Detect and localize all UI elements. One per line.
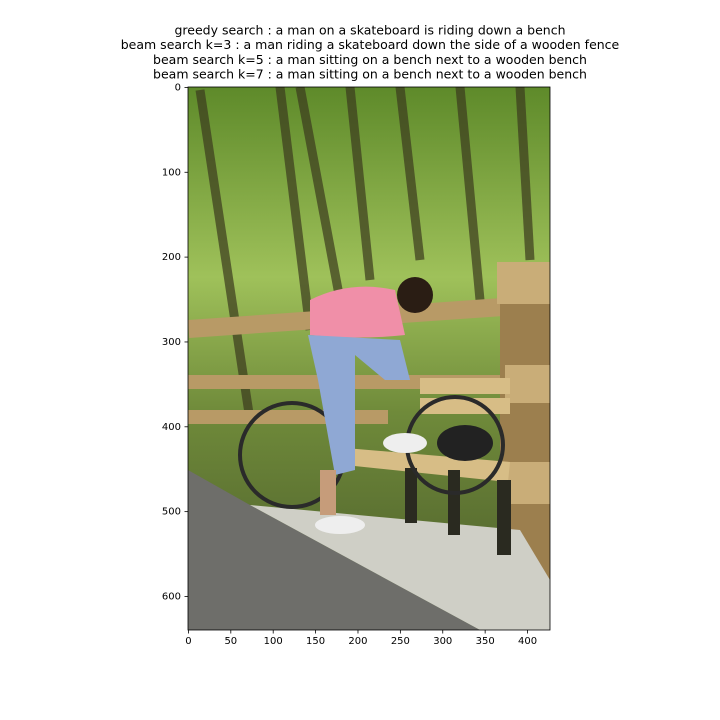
title-line: greedy search : a man on a skateboard is… [174, 23, 565, 38]
x-tick-label: 0 [185, 636, 191, 647]
x-tick-label: 200 [348, 636, 367, 647]
y-tick-label: 300 [162, 337, 181, 348]
y-tick-label: 100 [162, 167, 181, 178]
x-tick-label: 50 [224, 636, 237, 647]
title-line: beam search k=7 : a man sitting on a ben… [153, 67, 587, 82]
y-tick-label: 500 [162, 507, 181, 518]
x-tick-label: 300 [433, 636, 452, 647]
x-tick-label: 350 [476, 636, 495, 647]
x-tick-label: 150 [306, 636, 325, 647]
y-tick-label: 600 [162, 591, 181, 602]
x-tick-label: 400 [518, 636, 537, 647]
y-tick-label: 0 [175, 82, 181, 93]
x-tick-label: 100 [264, 636, 283, 647]
y-tick-label: 200 [162, 252, 181, 263]
title-line: beam search k=5 : a man sitting on a ben… [153, 52, 587, 67]
title-line: beam search k=3 : a man riding a skatebo… [121, 37, 620, 52]
y-tick-label: 400 [162, 422, 181, 433]
photo [188, 87, 550, 630]
axes-frame [187, 86, 551, 631]
x-tick-label: 250 [391, 636, 410, 647]
